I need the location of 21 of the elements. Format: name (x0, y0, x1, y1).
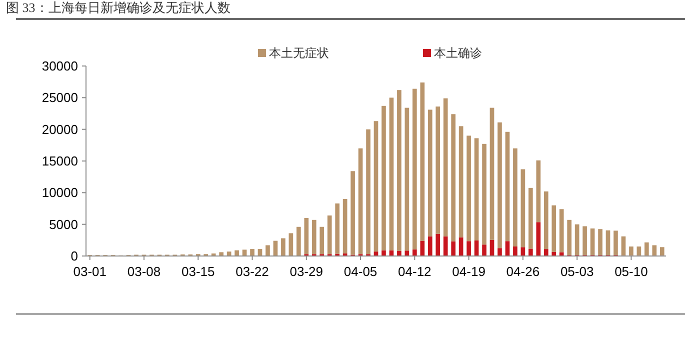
chart-title: 图 33：上海每日新增确诊及无症状人数 (6, 0, 230, 15)
x-tick-label: 03-22 (236, 264, 269, 279)
x-tick-label: 04-19 (452, 264, 486, 279)
y-tick-label: 0 (70, 248, 78, 264)
legend-label: 本土无症状 (269, 46, 329, 60)
y-tick-label: 20000 (42, 122, 78, 137)
y-tick-label: 25000 (42, 90, 78, 106)
x-tick-label: 05-10 (614, 264, 648, 279)
x-tick-label: 04-05 (344, 264, 378, 279)
x-tick-label: 04-26 (506, 264, 540, 279)
x-tick-label: 04-12 (398, 264, 432, 279)
x-tick-label: 03-15 (182, 264, 215, 279)
y-tick-label: 30000 (42, 58, 78, 74)
legend-label: 本土确诊 (434, 46, 482, 60)
y-tick-label: 5000 (49, 216, 78, 232)
y-tick-label: 10000 (42, 185, 78, 200)
x-tick-label: 03-01 (73, 264, 106, 279)
y-tick-label: 15000 (42, 154, 78, 168)
x-tick-label: 03-08 (127, 264, 161, 279)
x-tick-label: 03-29 (290, 264, 324, 279)
x-tick-label: 05-03 (560, 264, 594, 279)
